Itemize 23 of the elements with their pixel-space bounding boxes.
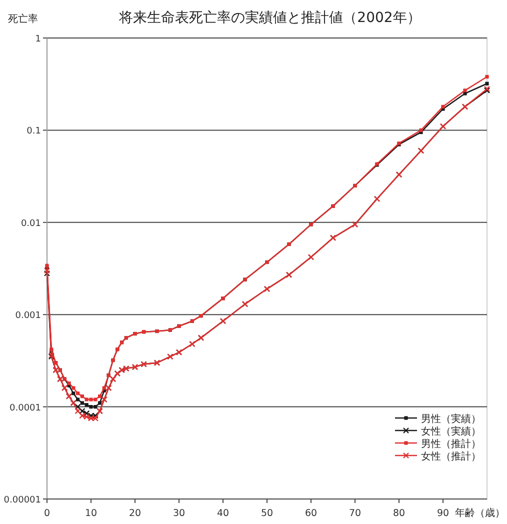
legend-label: 男性（推計） (421, 438, 481, 450)
y-tick-label: 0.001 (15, 311, 41, 322)
chart-title: 将来生命表死亡率の実績値と推計値（2002年） (118, 10, 421, 26)
x-tick-label: 10 (84, 508, 98, 519)
y-axis-title: 死亡率 (8, 13, 38, 25)
x-tick-label: 20 (128, 508, 142, 519)
x-tick-label: 80 (392, 508, 406, 519)
y-tick-label: 0.0001 (10, 403, 41, 414)
y-tick-label: 0.00001 (4, 496, 41, 506)
x-tick-label: 0 (44, 508, 50, 519)
x-axis-title: 年齢（歳） (455, 507, 505, 519)
y-tick-label: 0.1 (26, 126, 41, 137)
x-tick-label: 60 (304, 508, 318, 519)
y-tick-label: 1 (35, 34, 41, 44)
x-tick-label: 30 (172, 508, 186, 519)
legend-label: 女性（推計） (421, 450, 481, 462)
y-tick-label: 0.01 (20, 218, 41, 229)
x-tick-label: 50 (260, 508, 274, 519)
legend-label: 男性（実績） (421, 413, 481, 425)
x-tick-label: 70 (348, 508, 362, 519)
x-tick-label: 90 (436, 508, 450, 519)
legend-label: 女性（実績） (421, 426, 481, 438)
x-tick-label: 40 (216, 508, 230, 519)
